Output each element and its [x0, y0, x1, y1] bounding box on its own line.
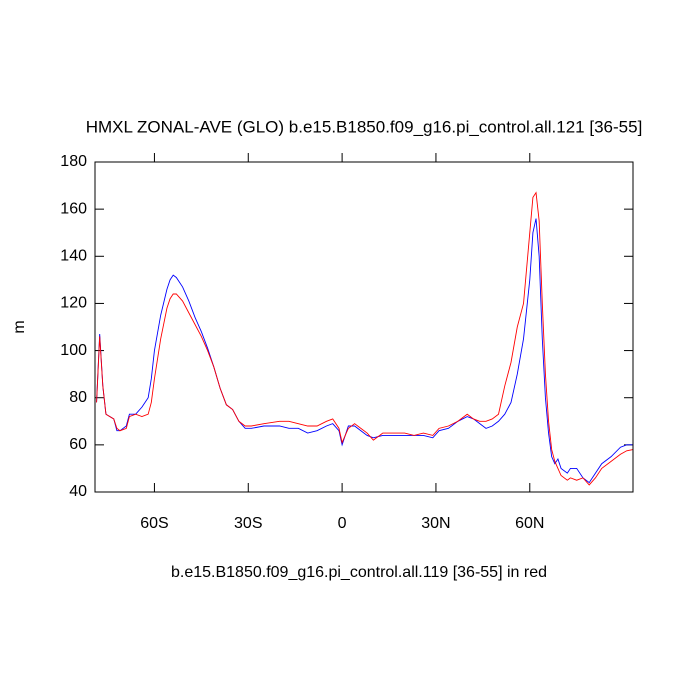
y-tick-label: 120: [60, 295, 87, 312]
y-tick-label: 160: [60, 200, 87, 217]
x-tick-label: 60S: [140, 515, 168, 532]
y-tick-label: 60: [69, 436, 87, 453]
chart-title: HMXL ZONAL-AVE (GLO) b.e15.B1850.f09_g16…: [86, 117, 643, 136]
x-tick-label: 30N: [421, 515, 450, 532]
x-tick-label: 60N: [515, 515, 544, 532]
plot-frame: [94, 161, 634, 493]
y-axis-label: m: [11, 320, 28, 333]
series-line: [96, 218, 633, 484]
x-tick-label: 0: [338, 515, 347, 532]
y-tick-label: 100: [60, 342, 87, 359]
series-line: [96, 191, 634, 486]
y-tick-label: 140: [60, 248, 87, 265]
y-tick-label: 180: [60, 153, 87, 170]
y-tick-label: 80: [69, 389, 87, 406]
x-tick-label: 30S: [234, 515, 262, 532]
y-tick-label: 40: [69, 483, 87, 500]
x-axis-label: b.e15.B1850.f09_g16.pi_control.all.119 […: [171, 564, 547, 581]
